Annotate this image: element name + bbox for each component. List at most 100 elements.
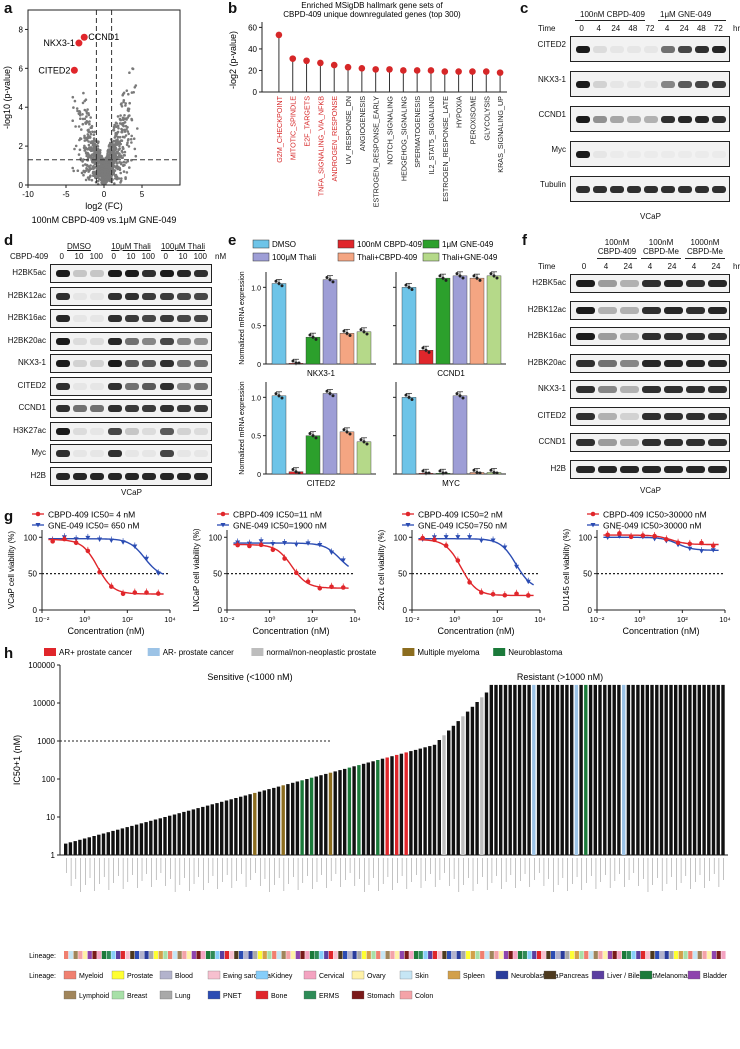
volcano-point [133, 147, 137, 151]
ic50-bar [413, 749, 418, 855]
blot-band [142, 360, 157, 367]
ic50-bar [626, 684, 631, 855]
lineage-strip-cell [78, 951, 83, 959]
lineage-name: Breast [127, 993, 147, 1000]
lineage-name: Stomach [367, 993, 395, 1000]
blot-band [626, 185, 641, 193]
volcano-point [108, 161, 111, 164]
blot-band [176, 292, 192, 300]
x-axis-label: Concentration (nM) [67, 626, 144, 636]
lineage-strip-cell [432, 951, 438, 959]
volcano-point [118, 147, 121, 150]
blot-row-label: NKX3-1 [537, 75, 566, 84]
blot-row-label: CCND1 [538, 437, 566, 446]
replicate-point [424, 471, 428, 475]
blot-row-label: H2B [30, 470, 46, 480]
highlight-point [75, 39, 83, 47]
qpcr-bar [401, 397, 417, 475]
treatment-label: CBPD-409 [10, 252, 49, 261]
volcano-point [122, 124, 125, 128]
dose-label: 0 [59, 252, 64, 261]
data-point-gne [85, 535, 91, 541]
blot-band [90, 472, 105, 480]
ic50-bar [527, 684, 531, 855]
lineage-strip-cell [626, 951, 631, 959]
volcano-point [103, 175, 106, 179]
panel-label-h: h [4, 645, 14, 662]
volcano-point [119, 118, 122, 121]
blot-band [678, 115, 693, 123]
blot-band [72, 337, 88, 345]
blot-band [597, 280, 617, 287]
replicate-point [404, 283, 408, 287]
lineage-swatch [255, 990, 269, 1000]
lineage-strip-cell [442, 951, 447, 959]
lollipop-point [386, 66, 393, 73]
ic50-bar [168, 815, 172, 855]
time-point: 4 [691, 262, 697, 271]
category-label: IL2_STAT5_SIGNALING [427, 96, 436, 175]
blot-band [685, 386, 705, 393]
ic50-bar [376, 760, 380, 855]
lineage-strip-cell [177, 951, 182, 959]
lineage-strip-cell [603, 951, 608, 959]
volcano-point [97, 140, 100, 143]
blot-band [609, 80, 624, 88]
replicate-point [458, 394, 462, 398]
data-point-cbpd [514, 591, 519, 597]
blot-row-label: H2BK16ac [7, 313, 46, 322]
data-point-gne [120, 540, 126, 545]
blot-band [695, 115, 710, 123]
y-tick-label: 0.5 [251, 324, 261, 331]
volcano-point [120, 130, 123, 134]
category-label: NOTCH_SIGNALING [386, 96, 395, 165]
lineage-strip-cell [409, 951, 414, 959]
ic50-bar [144, 822, 148, 855]
lollipop-point [413, 67, 421, 74]
ic50-bar [210, 804, 214, 855]
lineage-strip-cell [617, 951, 622, 959]
ic50-bar [674, 684, 678, 855]
lineage-strip-cell [475, 951, 480, 959]
blot-row-label: Myc [31, 448, 46, 457]
blot-band [627, 151, 641, 158]
ic50-bar [574, 684, 579, 855]
blot-band [707, 280, 727, 287]
x-tick-label: 10⁰ [634, 615, 645, 624]
ic50-bar [286, 784, 290, 855]
blot-band [159, 405, 174, 412]
blot-band [685, 439, 705, 446]
data-point-gne [270, 541, 276, 547]
volcano-point [85, 164, 88, 167]
legend-label: CBPD-409 IC50>30000 nM [603, 510, 707, 520]
y-tick-label: 1000 [37, 737, 55, 746]
category-label: HYPOXIA [455, 96, 464, 128]
y-tick-label: 50 [213, 570, 222, 579]
panel-label-d: d [4, 232, 14, 249]
volcano-point [71, 166, 74, 170]
ic50-bar [692, 684, 697, 855]
ic50-bar [338, 770, 342, 855]
group-label: DMSO [67, 242, 91, 251]
lineage-strip-cell [560, 951, 565, 959]
legend-label: CBPD-409 IC50=11 nM [233, 510, 322, 520]
ic50-bar [399, 753, 404, 855]
blot-row [570, 36, 730, 62]
x-tick-label: 10⁻² [590, 615, 605, 624]
lineage-strip-cell [413, 951, 419, 959]
volcano-point [107, 145, 111, 148]
lineage-strip-cell [418, 951, 423, 959]
lineage-swatch [207, 970, 221, 980]
ic50-bar [87, 837, 91, 855]
lineage-strip-cell [716, 951, 721, 959]
x-tick-label: 0 [102, 190, 107, 199]
volcano-point [106, 150, 110, 154]
replicate-point [478, 471, 482, 475]
time-point: 24 [679, 24, 689, 33]
lineage-strip-cell [536, 951, 542, 959]
replicate-point [294, 361, 298, 365]
volcano-point [122, 117, 126, 120]
replicate-point [291, 359, 295, 363]
legend-swatch [44, 648, 56, 656]
x-tick-label: -10 [22, 190, 34, 199]
